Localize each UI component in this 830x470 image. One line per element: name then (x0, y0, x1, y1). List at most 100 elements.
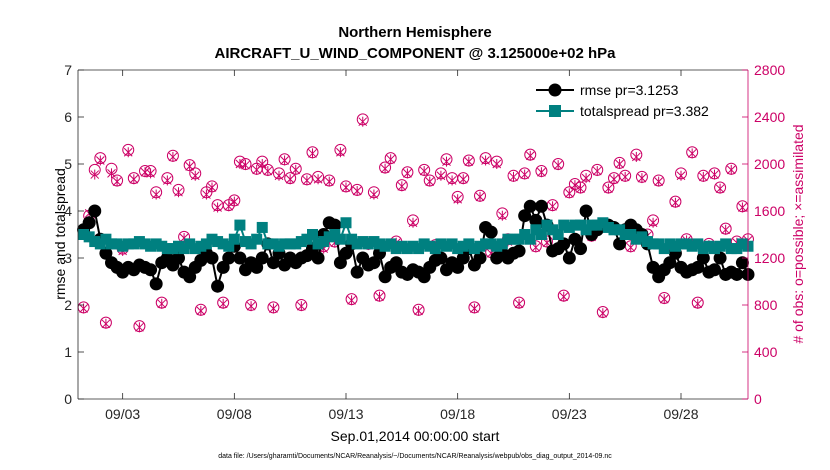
y-tick-right-label: 1200 (754, 250, 785, 266)
obs-assimilated-point (123, 147, 133, 158)
rmse-point (484, 225, 498, 239)
obs-assimilated-point (693, 298, 703, 309)
totalspread-point (385, 238, 397, 250)
obs-assimilated-point (352, 186, 362, 197)
obs-assimilated-point (375, 291, 384, 302)
y-tick-left-label: 0 (64, 391, 72, 407)
obs-assimilated-point (229, 196, 239, 207)
obs-assimilated-point (213, 202, 222, 213)
totalspread-point (245, 238, 257, 250)
totalspread-point (697, 243, 709, 255)
obs-assimilated-point (257, 159, 267, 169)
obs-assimilated-point (241, 160, 250, 171)
totalspread-point (362, 238, 374, 250)
totalspread-point (558, 219, 570, 231)
rmse-point (613, 237, 627, 251)
totalspread-point (262, 238, 274, 250)
x-tick-label: 09/28 (663, 406, 698, 422)
obs-assimilated-point (285, 174, 295, 185)
rmse-point (451, 260, 465, 274)
totalspread-point (653, 238, 665, 250)
obs-assimilated-point (564, 188, 574, 199)
obs-assimilated-point (274, 170, 284, 181)
obs-assimilated-point (135, 322, 144, 333)
totalspread-point (530, 224, 542, 236)
rmse-point (266, 256, 280, 270)
totalspread-point (642, 236, 653, 248)
totalspread-point (597, 217, 609, 229)
y-tick-left-label: 4 (64, 203, 72, 219)
totalspread-point (446, 238, 458, 250)
obs-assimilated-point (235, 159, 245, 169)
totalspread-point (279, 238, 291, 250)
totalspread-point (474, 240, 486, 252)
footnote: data file: /Users/gharamti/Documents/NCA… (218, 453, 612, 460)
rmse-point (350, 265, 364, 279)
rmse-point (518, 209, 532, 223)
totalspread-point (128, 238, 140, 250)
obs-assimilated-point (553, 160, 563, 171)
totalspread-point (379, 240, 391, 252)
obs-assimilated-point (324, 176, 334, 187)
rmse-point (730, 267, 744, 281)
totalspread-point (463, 238, 475, 250)
obs-assimilated-point (676, 170, 686, 181)
totalspread-point (100, 233, 112, 245)
rmse-point (255, 251, 269, 265)
obs-assimilated-point (447, 175, 457, 186)
legend-marker-rmse (548, 83, 562, 97)
obs-assimilated-point (157, 298, 167, 309)
rmse-point (557, 237, 571, 251)
totalspread-point (452, 243, 464, 255)
totalspread-point (212, 236, 224, 248)
rmse-point (417, 270, 431, 284)
obs-assimilated-point (129, 174, 139, 185)
totalspread-point (619, 229, 631, 240)
totalspread-point (122, 238, 134, 250)
totalspread-point (94, 238, 106, 250)
obs-assimilated-point (475, 191, 485, 202)
totalspread-point (89, 236, 101, 248)
totalspread-point (468, 243, 480, 255)
totalspread-point (240, 236, 251, 248)
legend-label-rmse: rmse pr=3.1253 (580, 82, 679, 98)
rmse-point (88, 204, 102, 218)
obs-assimilated-point (140, 167, 150, 178)
totalspread-point (189, 243, 201, 255)
obs-assimilated-point (698, 171, 708, 182)
obs-assimilated-point (726, 164, 736, 175)
obs-assimilated-point (671, 197, 680, 208)
totalspread-point (736, 238, 748, 250)
rmse-point (574, 242, 587, 256)
totalspread-point (424, 240, 436, 252)
obs-assimilated-point (224, 201, 234, 212)
totalspread-point (457, 240, 469, 252)
totalspread-point (491, 240, 503, 252)
obs-assimilated-point (687, 148, 697, 159)
totalspread-point (390, 243, 402, 255)
totalspread-point (150, 238, 162, 250)
obs-assimilated-point (313, 174, 323, 185)
y-tick-right-label: 400 (754, 344, 778, 360)
rmse-point (568, 232, 582, 246)
obs-assimilated-point (715, 183, 725, 194)
rmse-point (311, 251, 325, 265)
obs-assimilated-point (620, 171, 630, 182)
obs-assimilated-point (453, 194, 463, 205)
y-tick-left-label: 1 (64, 344, 72, 360)
totalspread-point (173, 240, 184, 252)
obs-assimilated-point (341, 182, 351, 193)
legend-marker-totalspread (549, 105, 561, 117)
totalspread-point (273, 240, 285, 252)
totalspread-point (625, 229, 637, 240)
y-tick-right-label: 1600 (754, 203, 785, 219)
rmse-point (456, 251, 470, 265)
obs-assimilated-point (425, 176, 435, 187)
totalspread-point (178, 243, 190, 255)
totalspread-point (686, 240, 698, 252)
y-tick-right-label: 2400 (754, 109, 785, 125)
obs-assimilated-point (196, 305, 206, 316)
totalspread-point (312, 238, 324, 250)
totalspread-point (251, 233, 263, 245)
totalspread-point (496, 238, 508, 250)
